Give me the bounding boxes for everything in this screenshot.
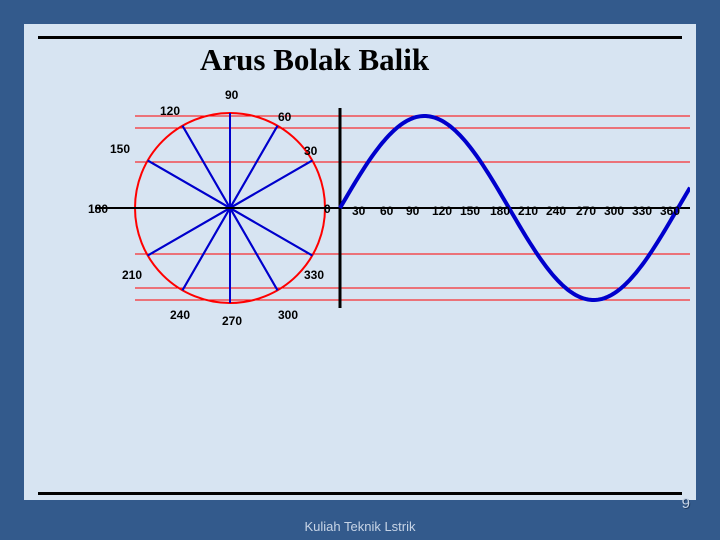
axis-label: 300: [604, 204, 624, 218]
slide: Arus Bolak Balik 90120150180210240270603…: [0, 0, 720, 540]
bottom-rule: [38, 492, 682, 495]
axis-label: 330: [632, 204, 652, 218]
axis-label: 60: [380, 204, 393, 218]
diagram-svg: [60, 58, 690, 348]
axis-label: 180: [490, 204, 510, 218]
axis-label: 30: [352, 204, 365, 218]
axis-label: 240: [170, 308, 190, 322]
diagram-area: 9012015018021024027060300330300306090120…: [60, 58, 690, 348]
axis-label: 90: [406, 204, 419, 218]
axis-label: 270: [576, 204, 596, 218]
axis-label: 330: [304, 268, 324, 282]
axis-label: 90: [225, 88, 238, 102]
footer-text: Kuliah Teknik Lstrik: [0, 519, 720, 534]
axis-label: 120: [432, 204, 452, 218]
top-rule: [38, 36, 682, 39]
axis-label: 270: [222, 314, 242, 328]
axis-label: 60: [278, 110, 291, 124]
axis-label: 150: [110, 142, 130, 156]
axis-label: 30: [304, 144, 317, 158]
page-number: 9: [682, 495, 690, 512]
axis-label: 210: [518, 204, 538, 218]
axis-label: 360: [660, 204, 680, 218]
axis-label: 300: [278, 308, 298, 322]
axis-label: 120: [160, 104, 180, 118]
axis-label: 0: [324, 202, 331, 216]
axis-label: 180: [88, 202, 108, 216]
axis-label: 240: [546, 204, 566, 218]
axis-label: 150: [460, 204, 480, 218]
axis-label: 210: [122, 268, 142, 282]
